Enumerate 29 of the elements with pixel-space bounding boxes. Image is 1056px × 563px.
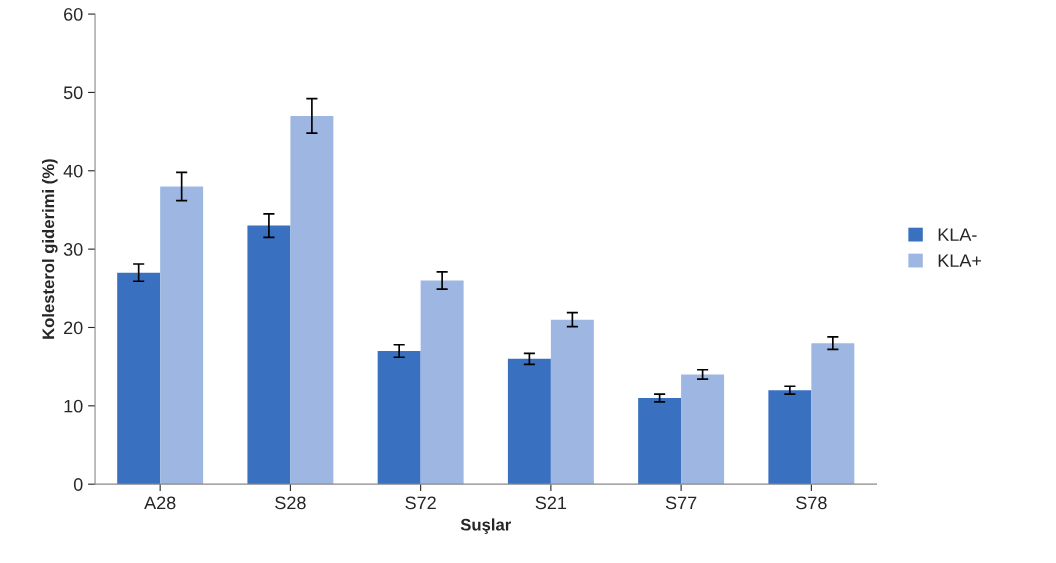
bar	[550, 319, 594, 485]
bar	[117, 272, 161, 485]
bar	[290, 115, 334, 485]
legend-label: KLA+	[938, 254, 982, 267]
legend-label: KLA-	[938, 228, 977, 241]
bar	[638, 397, 682, 485]
x-tick-label: S21	[535, 496, 567, 510]
bar	[507, 358, 551, 485]
x-tick-label: S77	[665, 496, 697, 510]
y-axis-title: Kolesterol giderimi (%)	[41, 159, 58, 339]
x-tick-label: S28	[275, 496, 306, 510]
y-tick-label: 30	[63, 243, 83, 256]
bar	[160, 186, 204, 485]
bar	[420, 280, 464, 485]
bar	[247, 225, 291, 485]
y-tick-label: 60	[64, 8, 83, 21]
y-tick-label: 40	[63, 164, 83, 178]
y-tick-label: 0	[73, 478, 83, 491]
bar	[681, 374, 725, 485]
bar	[768, 390, 812, 485]
y-tick-label: 50	[63, 86, 83, 100]
y-tick-label: 20	[64, 321, 83, 335]
x-tick-label: S72	[405, 496, 436, 510]
x-tick-label: S78	[796, 496, 827, 510]
y-tick-label: 10	[64, 399, 83, 413]
bar	[377, 350, 421, 485]
x-axis-title: Suşlar	[460, 518, 511, 534]
bar	[811, 343, 855, 485]
x-tick-label: A28	[144, 496, 176, 510]
